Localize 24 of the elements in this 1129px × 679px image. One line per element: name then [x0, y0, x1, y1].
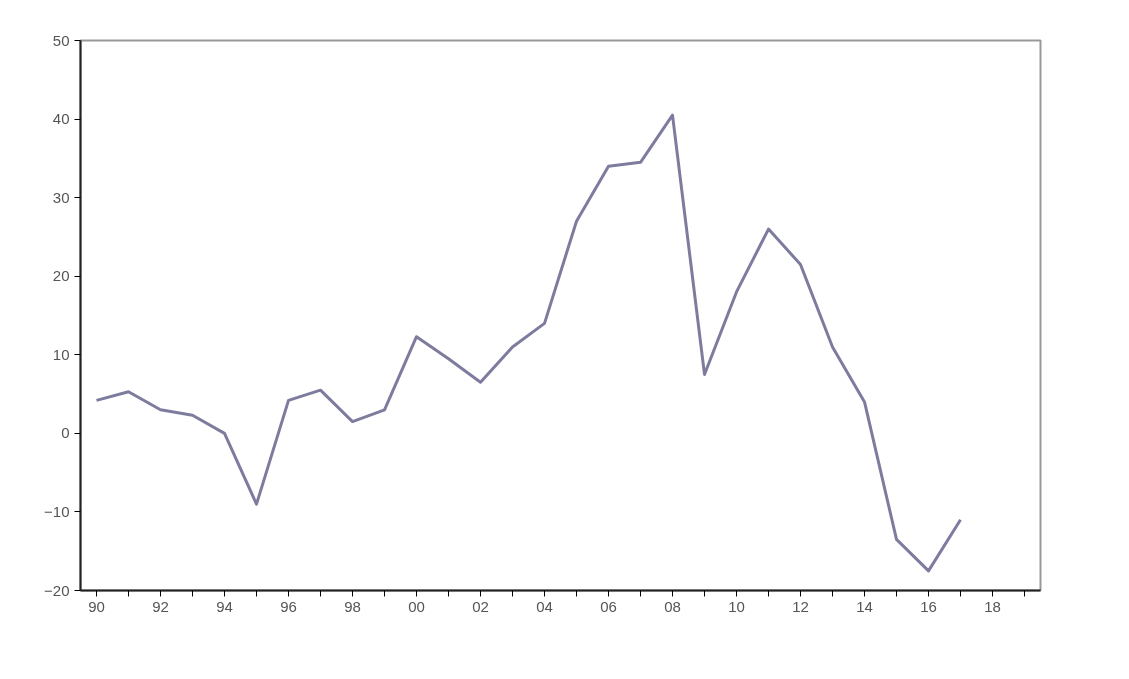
y-tick-label: 0: [61, 424, 70, 442]
x-tick-label: 06: [600, 597, 617, 615]
x-tick-label: 12: [792, 597, 809, 615]
x-tick-label: 94: [216, 597, 233, 615]
x-tick-label: 18: [984, 597, 1001, 615]
y-tick-label: 40: [52, 110, 70, 128]
x-tick-label: 04: [536, 597, 553, 615]
y-tick-label: 20: [52, 267, 70, 285]
x-tick-label: 14: [856, 597, 873, 615]
line-series: [95, 113, 962, 573]
x-tick-label: 96: [280, 597, 297, 615]
y-tick-label: 10: [52, 345, 70, 363]
x-tick-label: 16: [920, 597, 937, 615]
x-tick-label: 98: [344, 597, 361, 615]
x-tick-label: 08: [664, 597, 681, 615]
x-tick-label: 92: [152, 597, 169, 615]
y-tick-label: −10: [44, 502, 70, 520]
x-tick-label: 90: [88, 597, 105, 615]
y-tick-label: 50: [52, 31, 70, 49]
x-tick-label: 10: [728, 597, 745, 615]
x-tick-label: 00: [408, 597, 425, 615]
x-tick-label: 02: [472, 597, 489, 615]
y-tick-label: −20: [44, 581, 70, 599]
y-tick-label: 30: [52, 188, 70, 206]
